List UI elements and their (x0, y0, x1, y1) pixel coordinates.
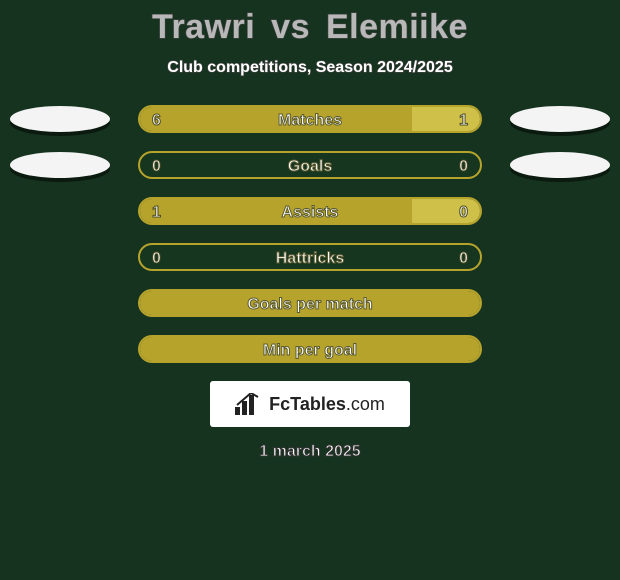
stat-label: Min per goal (140, 337, 480, 363)
player1-avatar (10, 106, 110, 132)
player2-avatar (510, 152, 610, 178)
stat-label: Goals per match (140, 291, 480, 317)
player2-avatar (510, 106, 610, 132)
stat-label: Assists (140, 199, 480, 225)
footer-date: 1 march 2025 (0, 443, 620, 461)
vs-label: vs (271, 8, 310, 46)
logo-prefix: Fc (269, 394, 290, 414)
stat-track: 61Matches (138, 105, 482, 133)
stat-row: Goals per match (0, 289, 620, 319)
player2-name: Elemiike (326, 8, 468, 46)
stat-row: 61Matches (0, 105, 620, 135)
logo-text: FcTables.com (269, 394, 385, 415)
stats-chart: 61Matches 00Goals 10Assists 00Hattricks Goal… (0, 105, 620, 365)
player1-avatar (10, 152, 110, 178)
stat-track: Goals per match (138, 289, 482, 317)
stat-track: 10Assists (138, 197, 482, 225)
player1-name: Trawri (152, 8, 255, 46)
stat-row: 00Hattricks (0, 243, 620, 273)
stat-row: Min per goal (0, 335, 620, 365)
bars-icon (235, 393, 261, 415)
fctables-logo: FcTables.com (210, 381, 410, 427)
stat-label: Hattricks (140, 245, 480, 271)
page-title: Trawri vs Elemiike (0, 0, 620, 47)
stat-row: 00Goals (0, 151, 620, 181)
subtitle: Club competitions, Season 2024/2025 (0, 59, 620, 77)
logo-suffix: .com (346, 394, 385, 414)
stat-row: 10Assists (0, 197, 620, 227)
logo-main: Tables (290, 394, 346, 414)
comparison-card: Trawri vs Elemiike Club competitions, Se… (0, 0, 620, 580)
stat-track: 00Hattricks (138, 243, 482, 271)
stat-label: Goals (140, 153, 480, 179)
stat-label: Matches (140, 107, 480, 133)
stat-track: Min per goal (138, 335, 482, 363)
stat-track: 00Goals (138, 151, 482, 179)
